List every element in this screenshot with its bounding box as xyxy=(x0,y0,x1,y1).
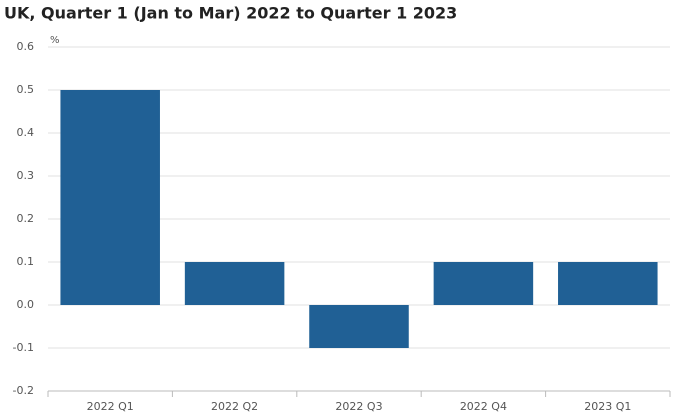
y-tick-label: -0.1 xyxy=(13,341,34,354)
y-tick-label: 0.6 xyxy=(17,40,35,53)
x-tick-label: 2023 Q1 xyxy=(584,400,631,413)
y-tick-label: -0.2 xyxy=(13,384,34,397)
x-tick-label: 2022 Q3 xyxy=(335,400,382,413)
y-tick-label: 0.2 xyxy=(17,212,35,225)
x-tick-label: 2022 Q1 xyxy=(87,400,134,413)
y-tick-label: 0.3 xyxy=(17,169,35,182)
bar xyxy=(309,305,409,348)
bar xyxy=(433,262,534,305)
x-tick-label: 2022 Q4 xyxy=(460,400,507,413)
y-tick-label: 0.4 xyxy=(17,126,35,139)
chart-title: UK, Quarter 1 (Jan to Mar) 2022 to Quart… xyxy=(4,4,457,23)
bar xyxy=(558,262,658,305)
bar xyxy=(60,90,160,305)
y-tick-label: 0.5 xyxy=(17,83,35,96)
y-tick-label: 0.1 xyxy=(17,255,35,268)
y-tick-label: 0.0 xyxy=(17,298,35,311)
bar xyxy=(184,262,285,305)
y-unit: % xyxy=(50,35,60,46)
x-tick-label: 2022 Q2 xyxy=(211,400,258,413)
